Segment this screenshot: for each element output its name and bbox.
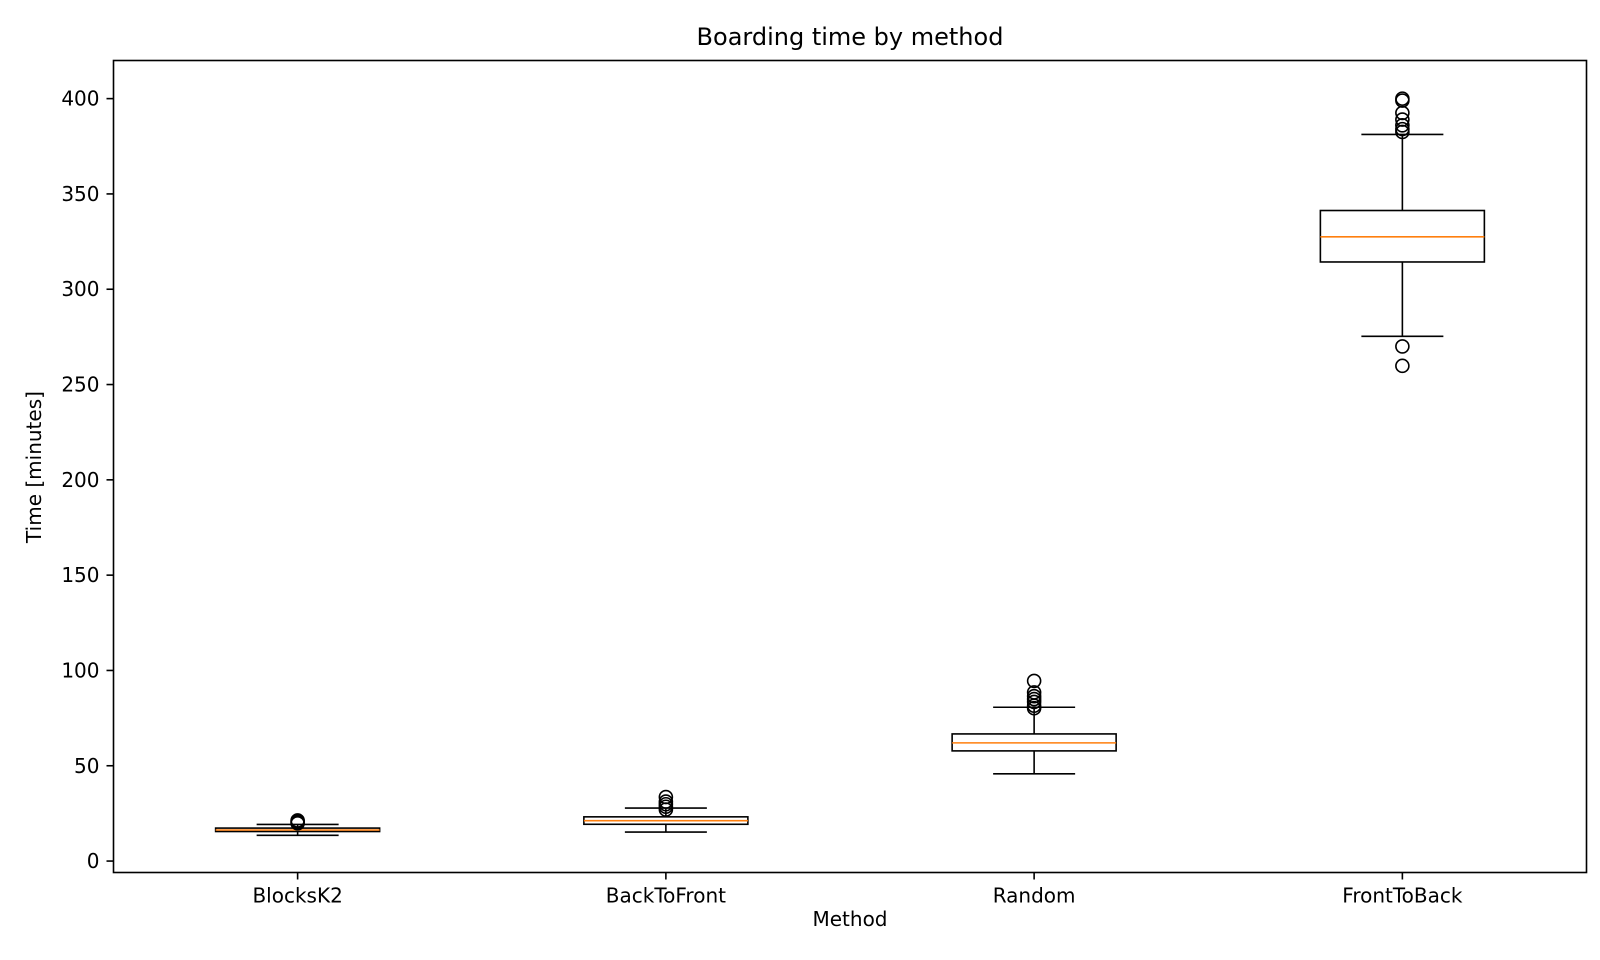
outlier-point (1395, 112, 1410, 127)
outlier-point (1395, 121, 1410, 137)
outlier-point (1395, 91, 1410, 106)
outlier-point (1395, 339, 1410, 354)
y-tick-label: 300 (61, 277, 99, 301)
box-group (1319, 91, 1486, 374)
x-tick-label: FrontToBack (1342, 884, 1463, 908)
chart-title: Boarding time by method (697, 23, 1004, 51)
outlier-point (290, 813, 305, 828)
outlier-point (1395, 358, 1410, 374)
x-tick-label: Random (993, 884, 1076, 908)
plot-frame (112, 59, 1588, 874)
outlier-point (1026, 673, 1042, 689)
y-tick-label: 350 (61, 182, 99, 206)
outlier-point (1026, 685, 1042, 700)
y-tick-label: 50 (74, 754, 99, 778)
y-tick-label: 100 (61, 658, 99, 682)
outlier-point (658, 794, 674, 809)
box-group (214, 813, 381, 837)
outlier-point (1026, 688, 1042, 704)
y-axis-ticks: 0 50 100 150 200 250 300 350 400 (61, 87, 114, 873)
y-tick-label: 400 (61, 87, 99, 111)
x-axis-label: Method (812, 907, 887, 931)
box-series (214, 91, 1486, 837)
box-group (583, 789, 749, 833)
y-axis-label: Time [minutes] (22, 391, 46, 544)
y-tick-label: 150 (61, 563, 99, 587)
x-tick-label: BlocksK2 (252, 884, 342, 908)
outlier-point (658, 789, 674, 805)
y-tick-label: 0 (87, 849, 100, 873)
y-tick-label: 200 (61, 468, 99, 492)
x-tick-label: BackToFront (606, 884, 726, 908)
y-tick-label: 250 (61, 373, 99, 397)
box-group (951, 673, 1117, 775)
x-axis-ticks: BlocksK2 BackToFront Random FrontToBack (252, 872, 1463, 908)
